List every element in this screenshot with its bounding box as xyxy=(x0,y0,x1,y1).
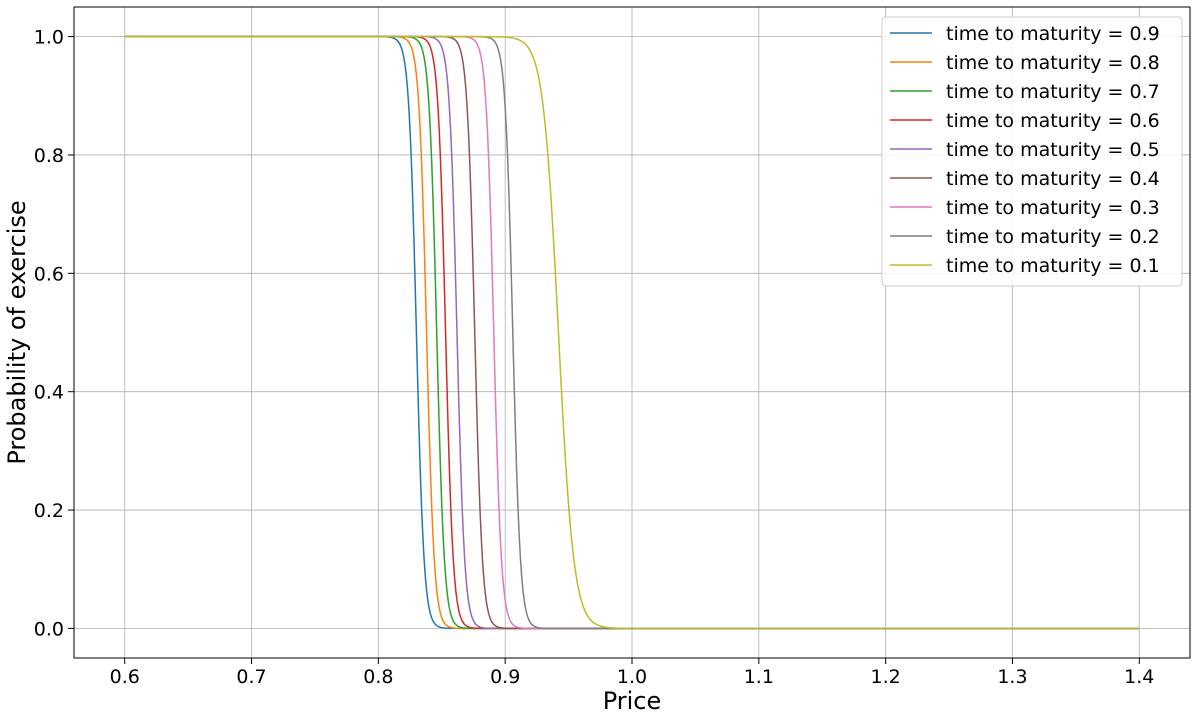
x-tick-label: 0.8 xyxy=(363,666,393,688)
legend-label: time to maturity = 0.8 xyxy=(946,52,1160,74)
legend-label: time to maturity = 0.2 xyxy=(946,226,1160,248)
legend-label: time to maturity = 0.6 xyxy=(946,110,1160,132)
legend-label: time to maturity = 0.5 xyxy=(946,139,1160,161)
x-axis-title: Price xyxy=(603,687,662,715)
y-tick-label: 0.4 xyxy=(34,382,64,404)
legend-label: time to maturity = 0.1 xyxy=(946,255,1160,277)
x-tick-label: 1.2 xyxy=(871,666,901,688)
y-tick-label: 0.2 xyxy=(34,500,64,522)
y-axis-title: Probability of exercise xyxy=(3,200,31,464)
y-tick-label: 0.6 xyxy=(34,263,64,285)
x-axis-ticks: 0.6 0.7 0.8 0.9 1.0 1.1 1.2 1.3 1.4 xyxy=(110,658,1154,688)
legend: time to maturity = 0.9 time to maturity =… xyxy=(881,16,1183,287)
series-lines xyxy=(124,35,1140,630)
legend-box xyxy=(881,16,1183,287)
y-tick-label: 1.0 xyxy=(34,27,64,49)
series-line xyxy=(124,35,1140,630)
x-tick-label: 1.0 xyxy=(617,666,647,688)
x-tick-label: 0.7 xyxy=(236,666,266,688)
legend-label: time to maturity = 0.9 xyxy=(946,23,1160,45)
x-tick-label: 0.9 xyxy=(490,666,520,688)
y-tick-label: 0.8 xyxy=(34,145,64,167)
x-tick-label: 1.4 xyxy=(1124,666,1154,688)
x-tick-label: 1.3 xyxy=(997,666,1027,688)
x-tick-label: 1.1 xyxy=(744,666,774,688)
legend-label: time to maturity = 0.3 xyxy=(946,197,1160,219)
legend-label: time to maturity = 0.4 xyxy=(946,168,1160,190)
y-tick-label: 0.0 xyxy=(34,618,64,640)
legend-label: time to maturity = 0.7 xyxy=(946,81,1160,103)
y-axis-ticks: 0.0 0.2 0.4 0.6 0.8 1.0 xyxy=(34,27,74,640)
x-tick-label: 0.6 xyxy=(110,666,140,688)
